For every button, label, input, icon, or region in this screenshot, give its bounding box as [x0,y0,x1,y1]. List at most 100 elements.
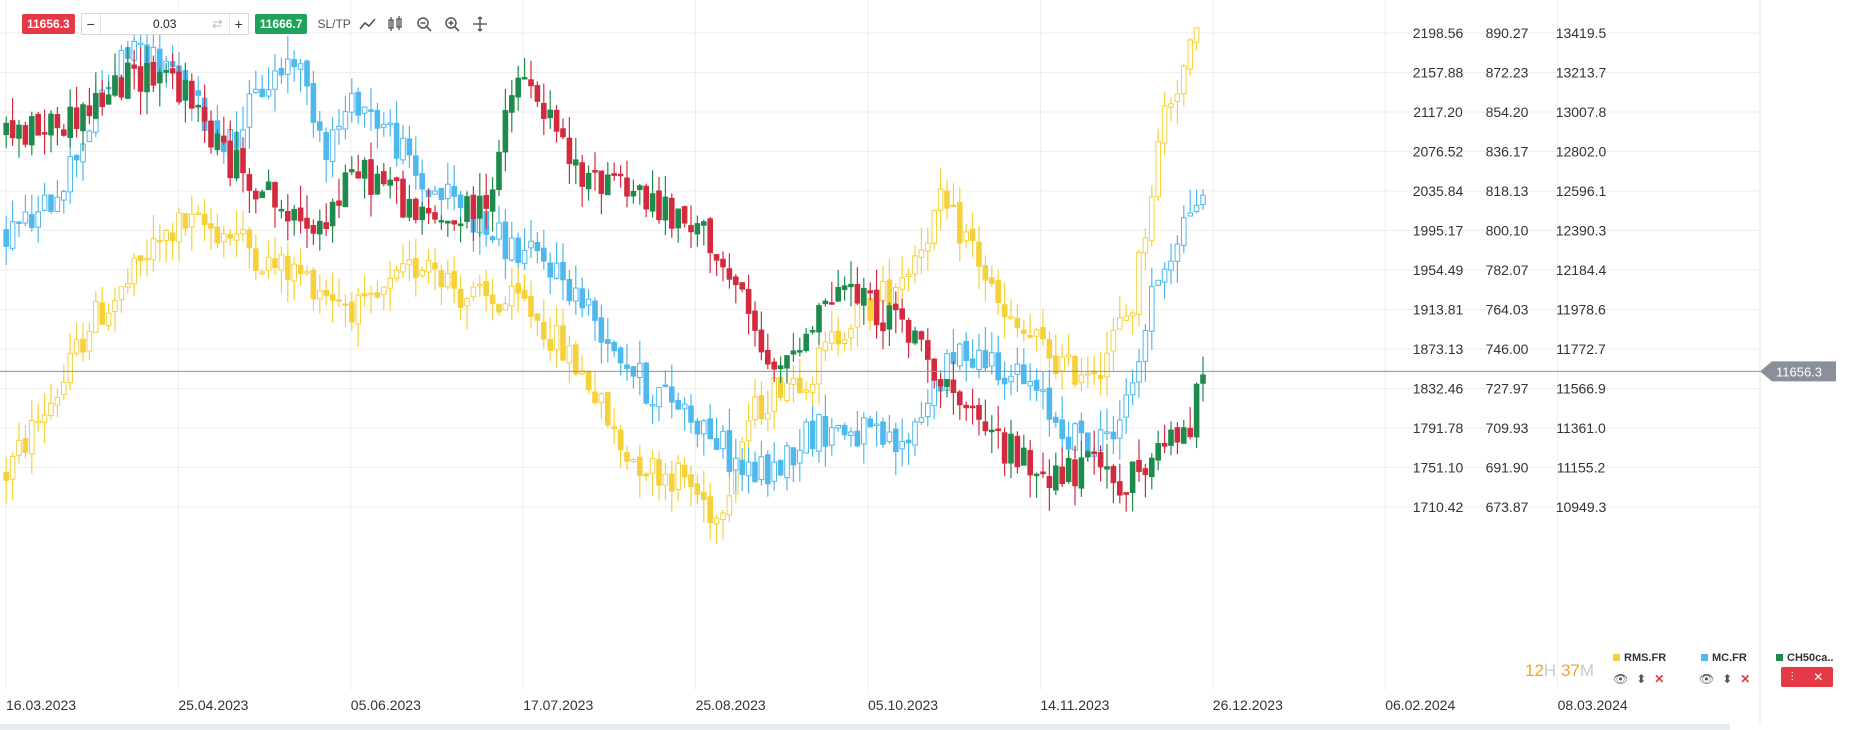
close-icon[interactable]: ✕ [1813,670,1824,684]
candle-body [349,301,355,323]
candle-body [29,116,35,146]
eye-icon[interactable]: 👁 [1613,672,1629,686]
candle-body [29,214,35,229]
y-tick-label: 764.03 [1486,302,1529,318]
candle-body [253,190,259,200]
candle-body [733,457,739,471]
candle-body [1149,457,1155,478]
candle-body [1008,316,1014,319]
quantity-input[interactable]: 0.03 ⇄ [99,14,230,34]
y-tick-label: 818.13 [1486,183,1529,199]
y-tick-label: 1995.17 [1413,223,1464,239]
candle-body [99,302,106,325]
candle-body [182,79,189,101]
candle-body [944,379,950,387]
candle-body [573,344,579,375]
candle-body [854,430,861,447]
candle-body [745,420,752,442]
candle-body [758,456,765,481]
candle-body [1155,279,1162,286]
candle-body [304,217,310,229]
quantity-stepper[interactable]: − 0.03 ⇄ + [80,13,249,35]
candlestick-icon[interactable] [385,14,407,34]
sltp-button[interactable]: SL/TP [317,17,351,31]
candle-body [605,174,611,196]
horizontal-scrollbar[interactable] [0,724,1730,730]
candle-body [989,277,995,284]
candle-body [1123,492,1130,495]
candle-body [573,159,579,166]
candle-body [406,138,413,156]
reorder-icon[interactable]: ⬍ [1636,672,1647,686]
zoom-in-icon[interactable] [441,14,463,34]
candle-body [118,286,125,301]
sell-price-button[interactable]: 11656.3 [22,14,75,34]
candle-body [496,222,502,240]
candle-body [1097,374,1104,380]
candle-body [982,265,989,281]
candle-body [41,132,48,135]
candle-body [713,517,720,525]
close-icon[interactable]: ✕ [1740,672,1751,686]
candle-body [925,340,931,360]
candle-body [969,358,976,368]
swap-icon[interactable]: ⇄ [211,16,223,31]
candle-body [509,95,515,113]
reorder-icon[interactable]: ⬍ [1722,672,1733,686]
candle-body [521,289,528,299]
candle-body [1008,375,1014,383]
zoom-out-icon[interactable] [413,14,435,34]
candle-body [201,106,208,122]
candle-body [509,285,515,307]
line-chart-icon[interactable] [357,14,379,34]
candle-body [1021,364,1027,385]
candle-body [291,263,297,282]
candle-body [1149,286,1155,332]
candle-body [169,68,176,74]
candle-body [1085,451,1091,458]
decrease-button[interactable]: − [86,16,95,32]
candle-body [355,171,361,179]
legend-swatch [1776,654,1783,661]
close-icon[interactable]: ✕ [1654,672,1665,686]
candle-body [265,181,272,191]
candle-body [361,106,368,114]
eye-icon[interactable]: 👁 [1699,672,1715,686]
candle-body [1110,431,1117,440]
candle-body [1001,377,1008,385]
candlestick-toggle-icon[interactable]: ⫶ [1790,669,1794,684]
y-axis-labels: 2198.56 2157.88 2117.20 2076.52 2035.84 1995.… [1413,25,1607,515]
quantity-value: 0.03 [153,17,177,31]
candle-body [374,110,381,129]
x-tick-label: 14.11.2023 [1040,697,1109,713]
candle-body [1078,457,1085,489]
y-tick-label: 2076.52 [1413,144,1464,160]
legend-swatch [1613,654,1620,661]
candle-body [886,305,893,330]
candle-body [592,391,598,403]
candle-body [912,330,918,344]
candle-body [489,189,496,212]
candle-body [1046,387,1053,420]
crosshair-move-icon[interactable] [469,14,491,34]
candle-body [649,458,656,474]
candle-body [643,185,650,210]
candle-body [745,288,752,314]
candle-body [457,194,464,208]
candle-body [1155,443,1162,461]
candle-body [867,297,874,321]
candle-body [995,352,1002,381]
candle-body [912,255,918,275]
candle-body [1110,329,1117,352]
legend-controls-ch50: ⫶ ✕ [1781,667,1833,687]
buy-price-button[interactable]: 11666.7 [254,14,308,34]
candle-body [669,197,675,229]
increase-button[interactable]: + [234,16,243,32]
candle-body [726,430,733,472]
candle-body [3,229,9,247]
candle-body [361,159,368,179]
candle-body [1001,304,1008,318]
candle-body [739,459,746,476]
candle-body [579,162,586,187]
